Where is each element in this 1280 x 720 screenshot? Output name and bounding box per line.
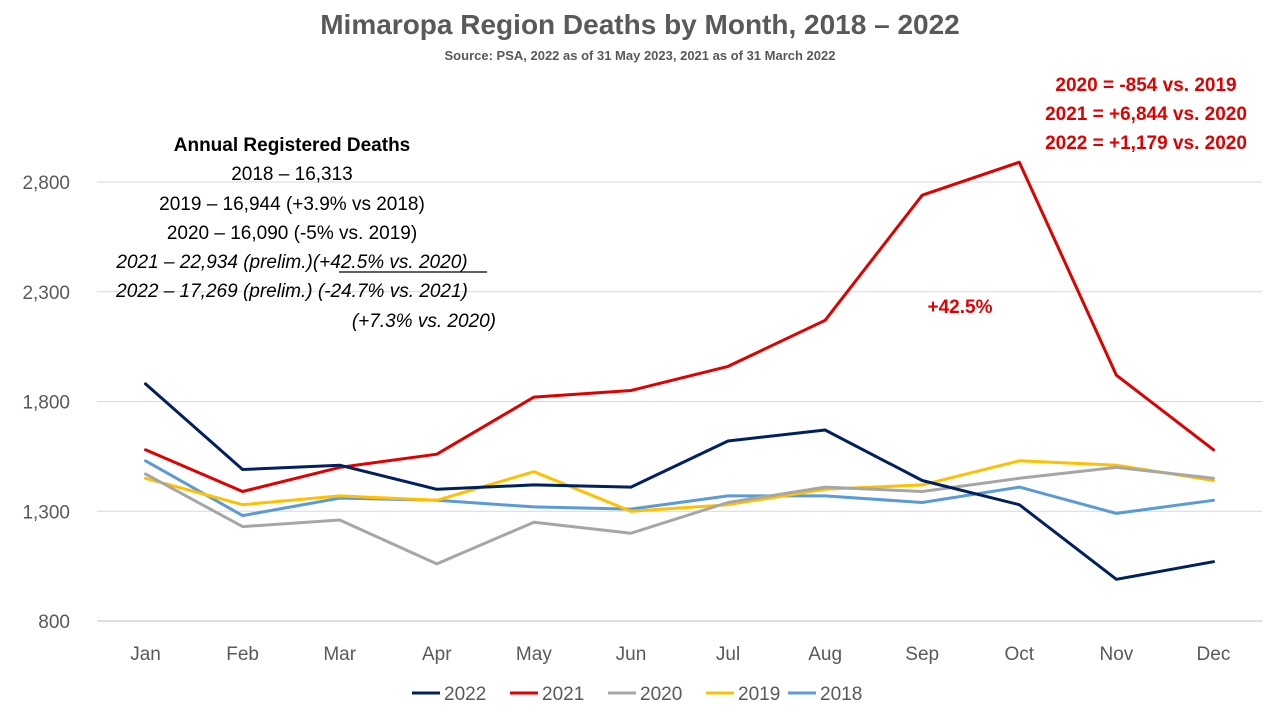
change-line: 2022 = +1,179 vs. 2020	[1045, 133, 1247, 154]
x-tick-label: Mar	[323, 644, 356, 665]
y-tick-label: 1,800	[22, 393, 70, 414]
x-tick-label: Aug	[808, 644, 842, 665]
legend: 2022 2021 2020 2019 2018	[412, 684, 862, 705]
x-tick-label: Jan	[130, 644, 161, 665]
annual-deaths-line: 2018 – 16,313	[231, 164, 353, 185]
annual-deaths-line: 2021 – 22,934 (prelim.)(+42.5% vs. 2020)	[115, 252, 467, 273]
legend-label: 2021	[542, 684, 584, 705]
series-lines	[144, 160, 1215, 581]
x-tick-label: May	[516, 644, 552, 665]
x-tick-label: Dec	[1197, 644, 1231, 665]
annual-deaths-line: 2019 – 16,944 (+3.9% vs 2018)	[159, 194, 425, 215]
chart-subtitle: Source: PSA, 2022 as of 31 May 2023, 202…	[445, 48, 836, 63]
x-tick-label: Feb	[226, 644, 259, 665]
x-tick-label: Jul	[716, 644, 740, 665]
series-line-2021	[144, 160, 1215, 493]
y-tick-label: 1,300	[22, 502, 70, 523]
change-annotation: 2020 = -854 vs. 2019 2021 = +6,844 vs. 2…	[928, 75, 1247, 318]
chart-title: Mimaropa Region Deaths by Month, 2018 – …	[320, 9, 960, 40]
series-line-2022	[144, 382, 1215, 581]
legend-label: 2020	[640, 684, 682, 705]
annual-deaths-line: 2020 – 16,090 (-5% vs. 2019)	[167, 223, 417, 244]
x-tick-label: Jun	[616, 644, 647, 665]
annual-deaths-annotation: Annual Registered Deaths 2018 – 16,313 2…	[115, 135, 496, 332]
peak-change-label: +42.5%	[928, 297, 993, 318]
annual-deaths-line: (+7.3% vs. 2020)	[352, 311, 496, 332]
annual-deaths-line: 2022 – 17,269 (prelim.) (-24.7% vs. 2021…	[115, 281, 468, 302]
annual-deaths-title: Annual Registered Deaths	[174, 135, 411, 156]
change-line: 2021 = +6,844 vs. 2020	[1045, 104, 1247, 125]
y-axis: 800 1,300 1,800 2,300 2,800	[22, 173, 70, 633]
series-line-2020	[144, 465, 1215, 566]
gridlines	[97, 181, 1262, 622]
y-tick-label: 800	[38, 612, 70, 633]
series-line-2018	[144, 459, 1215, 518]
legend-label: 2022	[444, 684, 486, 705]
x-tick-label: Sep	[905, 644, 939, 665]
change-line: 2020 = -854 vs. 2019	[1055, 75, 1236, 96]
x-tick-label: Nov	[1099, 644, 1133, 665]
legend-label: 2019	[738, 684, 780, 705]
x-tick-label: Apr	[422, 644, 452, 665]
y-tick-label: 2,300	[22, 283, 70, 304]
x-tick-label: Oct	[1005, 644, 1035, 665]
y-tick-label: 2,800	[22, 173, 70, 194]
series-line-2019	[144, 459, 1215, 513]
x-axis: Jan Feb Mar Apr May Jun Jul Aug Sep Oct Nov Dec	[130, 644, 1230, 665]
legend-label: 2018	[820, 684, 862, 705]
